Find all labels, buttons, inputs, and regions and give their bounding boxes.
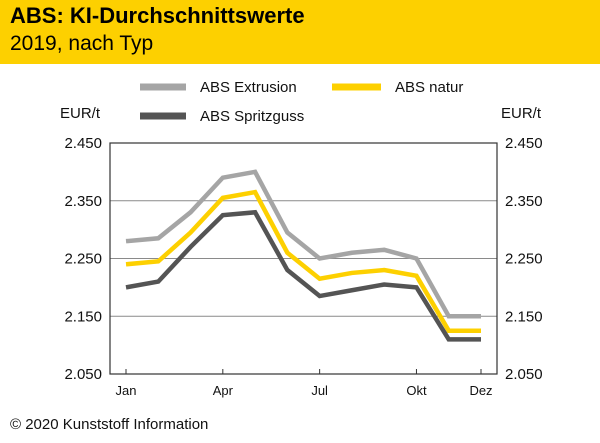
header-bar: ABS: KI-Durchschnittswerte 2019, nach Ty… xyxy=(0,0,600,64)
y-tick-label-left: 2.450 xyxy=(64,135,102,152)
y-tick-label-right: 2.250 xyxy=(505,251,543,268)
y-tick-label-left: 2.150 xyxy=(64,308,102,325)
y-tick-label-left: 2.250 xyxy=(64,251,102,268)
copyright-footer: © 2020 Kunststoff Information xyxy=(10,416,209,433)
legend-label-3: ABS Spritzguss xyxy=(200,108,304,125)
x-tick-label: Jan xyxy=(116,383,137,398)
series-line-2 xyxy=(125,189,481,333)
x-tick-label: Jul xyxy=(311,383,328,398)
legend-label-2: ABS natur xyxy=(395,79,463,96)
y-axis-label-right: EUR/t xyxy=(501,105,542,122)
y-tick-label-right: 2.450 xyxy=(505,135,543,152)
y-tick-label-right: 2.150 xyxy=(505,308,543,325)
line-chart: 2.050 2.050 2.150 2.150 2.250 2.250 2.350 2.350… xyxy=(60,79,543,398)
series-line-1 xyxy=(125,169,481,319)
chart-area: 2.050 2.050 2.150 2.150 2.250 2.250 2.350 2.350… xyxy=(0,64,600,410)
plot-frame xyxy=(109,142,498,375)
series-line-3 xyxy=(125,209,481,342)
x-tick-label: Okt xyxy=(406,383,427,398)
y-tick-label-right: 2.350 xyxy=(505,193,543,210)
chart-title: ABS: KI-Durchschnittswerte xyxy=(10,3,305,28)
legend-label-1: ABS Extrusion xyxy=(200,79,297,96)
y-axis-label-left: EUR/t xyxy=(60,105,101,122)
y-tick-label-right: 2.050 xyxy=(505,366,543,383)
chart-subtitle: 2019, nach Typ xyxy=(10,32,154,55)
x-tick-label: Apr xyxy=(213,383,234,398)
y-tick-label-left: 2.050 xyxy=(64,366,102,383)
y-tick-label-left: 2.350 xyxy=(64,193,102,210)
x-tick-label: Dez xyxy=(469,383,492,398)
